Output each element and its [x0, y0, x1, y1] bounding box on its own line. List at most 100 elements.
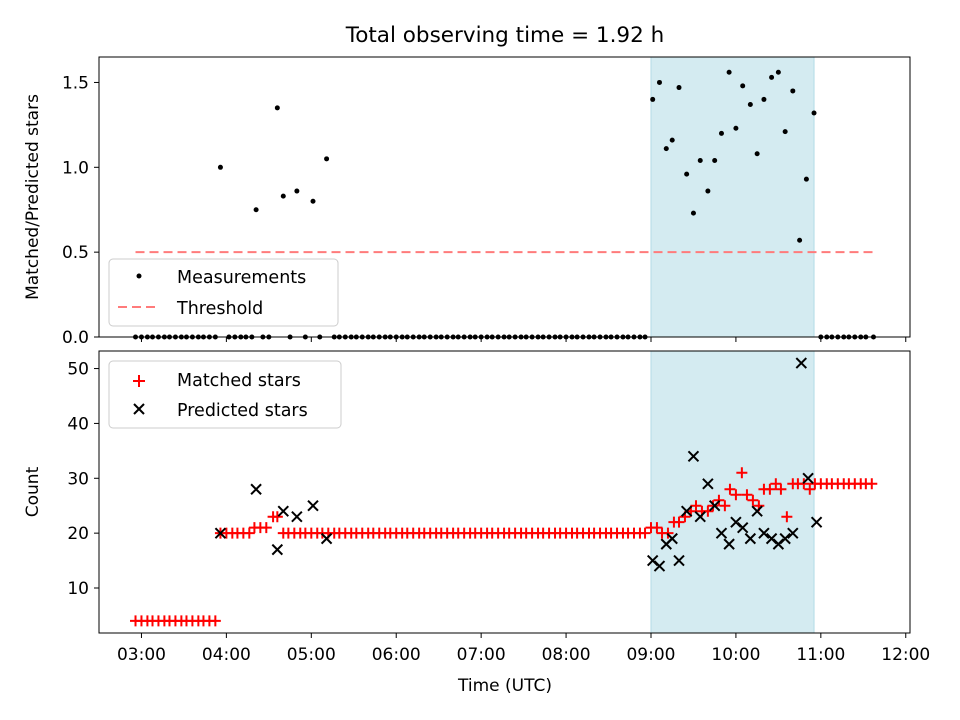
measurement-point — [803, 176, 809, 182]
x-tick-label: 11:00 — [796, 645, 845, 665]
measurement-point — [656, 79, 662, 85]
measurement-point — [712, 158, 718, 164]
matched-star-point — [651, 522, 663, 534]
y-tick-label: 1.5 — [62, 73, 89, 93]
matched-star-point — [866, 478, 878, 490]
measurement-point — [324, 156, 330, 162]
predicted-star-point — [694, 510, 706, 523]
predicted-star-point — [291, 510, 303, 523]
top-markers-group — [133, 69, 876, 340]
matched-star-point — [702, 505, 714, 517]
measurement-point — [669, 137, 675, 143]
predicted-star-point — [787, 527, 799, 539]
matched-star-point — [271, 511, 283, 523]
top-chart-title: Total observing time = 1.92 h — [345, 23, 665, 48]
measurement-point — [811, 110, 817, 116]
matched-star-point — [764, 483, 776, 495]
legend-matched-label: Matched stars — [177, 371, 301, 391]
matched-star-point — [209, 615, 221, 627]
legend-measurements-marker — [136, 273, 142, 279]
matched-star-point — [804, 483, 816, 495]
x-tick-label: 06:00 — [372, 645, 421, 665]
predicted-star-point — [795, 357, 808, 369]
predicted-star-point — [687, 450, 700, 463]
x-tick-label: 09:00 — [626, 645, 675, 665]
legend-measurements-label: Measurements — [177, 268, 306, 288]
legend-predicted-label: Predicted stars — [177, 401, 308, 421]
bottom-axes-frame — [98, 350, 911, 634]
bottom-highlight-span — [650, 350, 815, 634]
x-tick-label: 03:00 — [117, 645, 166, 665]
measurement-point — [797, 237, 803, 243]
measurement-point — [684, 171, 690, 177]
bottom-chart-panel: 03:00 04:00 05:00 06:00 07:00 08:00 09:00 10:00… — [23, 350, 930, 696]
measurement-point — [663, 146, 669, 152]
predicted-star-point — [277, 505, 289, 517]
predicted-star-point — [271, 543, 284, 556]
measurement-point — [217, 164, 223, 170]
measurement-point — [690, 210, 696, 216]
predicted-star-point — [320, 532, 333, 545]
matched-star-point — [736, 467, 748, 479]
top-legend: Measurements Threshold — [108, 258, 339, 327]
y-tick-label: 0.0 — [62, 328, 89, 348]
measurement-point — [782, 129, 788, 135]
predicted-star-point — [715, 527, 728, 539]
matched-star-point — [243, 527, 255, 539]
predicted-star-point — [666, 532, 678, 545]
bottom-x-ticks: 03:00 04:00 05:00 06:00 07:00 08:00 09:00 10:00… — [117, 633, 930, 665]
predicted-star-point — [673, 554, 685, 567]
predicted-star-point — [751, 505, 763, 517]
y-tick-label: 30 — [67, 469, 89, 489]
measurement-point — [761, 96, 767, 102]
y-tick-label: 40 — [67, 414, 89, 434]
measurement-point — [754, 151, 760, 157]
y-tick-label: 0.5 — [62, 243, 89, 263]
top-x-ticks — [140, 337, 907, 342]
y-tick-label: 50 — [67, 360, 89, 380]
matched-star-point — [260, 522, 272, 534]
top-chart-panel: 0.0 0.5 1.0 1.5 Matched/Predicted stars Mea… — [23, 56, 911, 348]
matched-star-point — [730, 489, 742, 501]
x-axis-label: Time (UTC) — [457, 676, 552, 696]
measurement-point — [705, 188, 711, 194]
matched-star-point — [707, 500, 719, 512]
legend-matched-marker — [133, 375, 145, 387]
bottom-y-axis-label: Count — [23, 466, 43, 517]
y-tick-label: 1.0 — [62, 158, 89, 178]
measurement-point — [697, 158, 703, 164]
predicted-star-point — [214, 527, 227, 539]
measurement-point — [733, 125, 739, 131]
measurement-point — [726, 69, 732, 75]
legend-predicted-marker — [133, 403, 145, 415]
predicted-star-point — [680, 505, 693, 517]
y-tick-label: 20 — [67, 524, 89, 544]
predicted-star-point — [307, 500, 319, 512]
top-legend-box — [108, 258, 339, 327]
predicted-star-point — [723, 538, 735, 550]
x-tick-label: 10:00 — [711, 645, 760, 665]
matched-star-point — [741, 489, 753, 501]
predicted-star-point — [758, 527, 770, 539]
x-tick-label: 08:00 — [542, 645, 591, 665]
matched-star-point — [775, 483, 787, 495]
predicted-star-point — [250, 483, 262, 495]
matched-star-point — [673, 516, 685, 528]
measurement-point — [747, 102, 753, 108]
predicted-star-point — [653, 560, 666, 572]
matched-star-point — [639, 527, 651, 539]
measurement-point — [769, 74, 775, 80]
matched-star-point — [690, 500, 702, 512]
measurement-point — [294, 188, 300, 194]
matched-star-point — [724, 483, 736, 495]
top-axes-frame — [98, 56, 911, 338]
x-tick-label: 04:00 — [202, 645, 251, 665]
matched-star-point — [770, 478, 782, 490]
y-tick-label: 10 — [67, 579, 89, 599]
measurement-point — [280, 193, 286, 199]
top-y-axis-label: Matched/Predicted stars — [23, 94, 43, 300]
measurement-point — [650, 96, 656, 102]
bottom-legend-box — [108, 360, 342, 429]
predicted-star-point — [708, 500, 721, 512]
